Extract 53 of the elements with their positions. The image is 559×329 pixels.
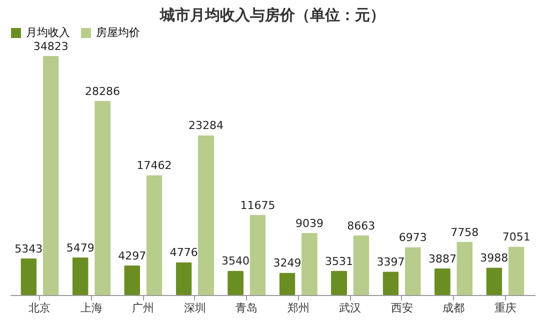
bar <box>72 257 88 295</box>
bar <box>331 270 347 295</box>
x-tick-label: 西安 <box>390 302 413 314</box>
data-label: 28286 <box>85 84 120 98</box>
x-tick-label: 重庆 <box>494 302 516 314</box>
x-tick-label: 上海 <box>80 302 102 314</box>
bar <box>279 272 296 295</box>
x-tick-label: 青岛 <box>236 302 258 314</box>
data-label: 3887 <box>428 252 456 266</box>
chart-title: 城市月均收入与房价（单位：元） <box>159 6 385 24</box>
data-label: 3249 <box>273 256 302 270</box>
bar <box>250 214 266 295</box>
data-label: 34823 <box>33 40 68 53</box>
data-label: 17462 <box>136 159 172 172</box>
data-label: 3540 <box>222 254 250 268</box>
x-tick-label: 成都 <box>442 302 465 314</box>
data-label: 23284 <box>188 119 224 132</box>
data-label: 3397 <box>376 256 405 269</box>
bar <box>382 272 399 295</box>
bar <box>486 268 502 295</box>
bar <box>301 232 318 295</box>
bar <box>124 266 140 295</box>
bar <box>198 135 214 295</box>
bar <box>176 262 192 295</box>
bar <box>146 175 162 295</box>
data-label: 6973 <box>398 231 427 244</box>
x-tick-label: 北京 <box>28 302 51 314</box>
data-label: 8663 <box>347 220 376 233</box>
bar <box>94 100 111 295</box>
bar <box>508 246 524 295</box>
data-label: 5479 <box>66 241 94 254</box>
data-label: 11675 <box>240 198 276 212</box>
bar <box>353 236 370 295</box>
bar <box>20 258 37 295</box>
legend-label: 月均收入 <box>26 26 70 39</box>
data-label: 9039 <box>295 216 324 230</box>
data-label: 7051 <box>502 230 530 244</box>
legend-label: 房屋均价 <box>96 26 140 39</box>
x-tick-label: 武汉 <box>339 302 362 314</box>
bar <box>456 242 473 295</box>
data-label: 3531 <box>325 254 353 268</box>
data-label: 5343 <box>14 242 43 256</box>
x-tick-label: 深圳 <box>184 302 206 314</box>
bar <box>42 56 59 295</box>
data-label: 4776 <box>170 246 198 260</box>
bar <box>434 268 450 295</box>
x-tick-label: 广州 <box>132 302 154 314</box>
data-label: 3988 <box>480 252 508 265</box>
bar <box>228 270 244 295</box>
data-label: 7758 <box>450 226 479 239</box>
data-label: 4297 <box>118 250 146 263</box>
bar <box>404 247 421 295</box>
x-tick-label: 郑州 <box>287 302 310 314</box>
